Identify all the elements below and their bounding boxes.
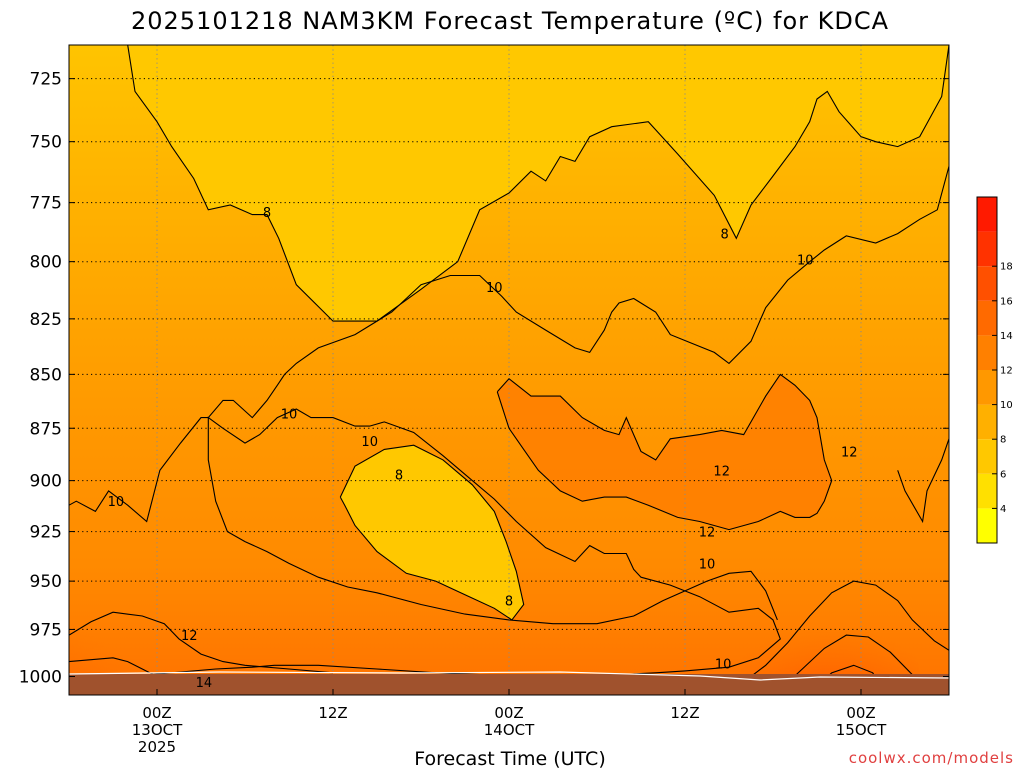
y-tick-label-750: 750 — [30, 133, 62, 153]
y-tick-label-825: 825 — [30, 310, 62, 330]
contour-label-13: 12 — [181, 629, 198, 644]
surface-edge — [69, 671, 949, 681]
colorbar-label-4: 4 — [1000, 504, 1006, 515]
y-tick-label-850: 850 — [30, 365, 62, 385]
contour-8-0 — [127, 45, 949, 322]
contour-label-10: 12 — [699, 526, 716, 541]
x-tick-label-3-1: 12Z — [670, 704, 699, 722]
contour-label-2: 10 — [486, 281, 503, 296]
y-tick-label-950: 950 — [30, 572, 62, 592]
x-tick-label-0-2: 13OCT — [132, 721, 183, 739]
terrain-surface — [69, 674, 949, 695]
colorbar-label-8: 8 — [1000, 435, 1006, 446]
contour-12-5 — [496, 373, 833, 531]
contour-label-11: 10 — [699, 557, 716, 572]
contour-14-9 — [779, 634, 928, 690]
chart-title: 2025101218 NAM3KM Forecast Temperature (… — [131, 7, 889, 35]
contour-label-6: 10 — [108, 495, 125, 510]
colorbar-swatch-18 — [977, 231, 997, 267]
contour-label-5: 10 — [361, 435, 378, 450]
colorbar-label-18: 18 — [1000, 262, 1013, 273]
contour-8-1 — [339, 444, 525, 621]
contour-label-4: 10 — [281, 407, 298, 422]
contour-label-7: 8 — [395, 468, 403, 483]
y-tick-label-875: 875 — [30, 419, 62, 439]
colorbar-swatch-4 — [977, 473, 997, 509]
colorbar-swatch-10 — [977, 370, 997, 405]
warm-tongue-fill — [497, 374, 832, 530]
x-tick-label-0-1: 00Z — [142, 704, 171, 722]
colorbar-swatch-6 — [977, 439, 997, 474]
x-tick-label-4-1: 00Z — [846, 704, 875, 722]
colorbar-label-16: 16 — [1000, 296, 1013, 307]
contour-label-15: 10 — [715, 657, 732, 672]
cool-region-fill — [69, 45, 949, 322]
colorbar-swatch-8 — [977, 404, 997, 440]
cool-pocket-fill — [340, 445, 524, 620]
y-tick-label-925: 925 — [30, 523, 62, 543]
contour-12-7 — [743, 580, 949, 683]
colorbar-label-14: 14 — [1000, 331, 1013, 342]
colorbar-label-12: 12 — [1000, 366, 1013, 377]
contour-label-1: 8 — [720, 228, 728, 243]
y-tick-label-725: 725 — [30, 70, 62, 90]
x-tick-label-1-1: 12Z — [318, 704, 347, 722]
y-tick-label-775: 775 — [30, 194, 62, 214]
y-tick-label-975: 975 — [30, 620, 62, 640]
contour-label-0: 8 — [263, 206, 271, 221]
contour-label-3: 10 — [797, 253, 814, 268]
warm-core-right — [740, 590, 920, 695]
colorbar-label-10: 10 — [1000, 400, 1013, 411]
colorbar-swatch-14 — [977, 300, 997, 336]
y-tick-label-1000: 1000 — [19, 668, 62, 688]
contour-label-9: 12 — [841, 446, 858, 461]
colorbar-swatch-20 — [977, 197, 997, 232]
y-tick-label-800: 800 — [30, 253, 62, 273]
contour-label-12: 8 — [505, 595, 513, 610]
warm-core-left — [69, 582, 200, 695]
x-tick-label-0-3: 2025 — [138, 738, 176, 756]
colorbar-swatch-16 — [977, 266, 997, 301]
contour-label-14: 14 — [196, 676, 213, 691]
contour-10-2 — [69, 166, 949, 523]
x-axis-title: Forecast Time (UTC) — [414, 748, 605, 768]
x-tick-label-2-1: 00Z — [494, 704, 523, 722]
contour-10-4 — [897, 438, 949, 524]
contour-12-6 — [69, 611, 334, 674]
colorbar-swatch-2 — [977, 508, 997, 543]
credit-text: coolwx.com/models — [849, 749, 1014, 767]
colorbar-swatch-12 — [977, 335, 997, 370]
y-tick-label-900: 900 — [30, 472, 62, 492]
colorbar-label-6: 6 — [1000, 469, 1006, 480]
x-tick-label-2-2: 14OCT — [484, 721, 535, 739]
contour-label-8: 12 — [713, 464, 730, 479]
x-tick-label-4-2: 15OCT — [836, 721, 887, 739]
